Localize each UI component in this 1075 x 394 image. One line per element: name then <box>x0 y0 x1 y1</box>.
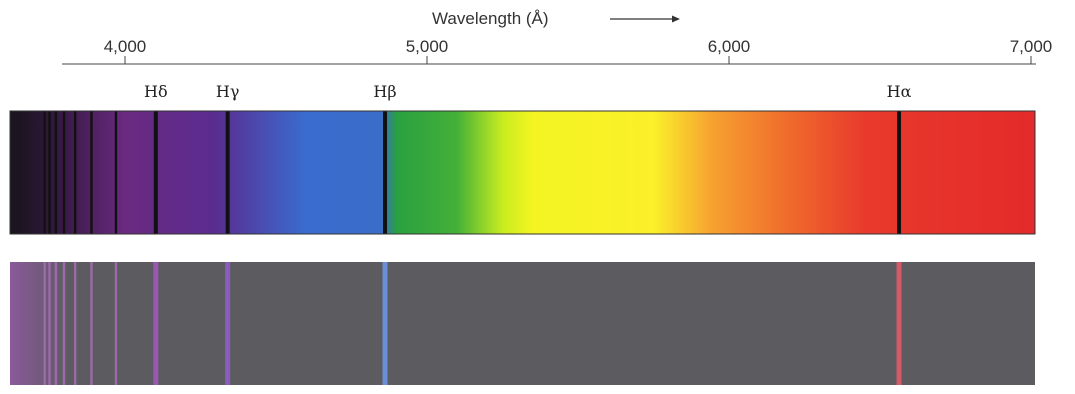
emission-lines <box>43 262 902 385</box>
absorption-line <box>90 111 93 234</box>
balmer-line-label: Hγ <box>216 82 240 101</box>
absorption-band-frame <box>9 110 1036 235</box>
absorption-lines <box>43 111 902 234</box>
absorption-line <box>897 111 902 234</box>
absorption-line <box>73 111 77 234</box>
absorption-line <box>62 111 66 234</box>
absorption-band <box>10 111 1035 234</box>
emission-line <box>48 262 51 385</box>
absorption-line <box>383 111 388 234</box>
tick-label: 5,000 <box>406 37 449 56</box>
emission-line <box>153 262 159 385</box>
emission-line <box>73 262 77 385</box>
axis-ticks: 4,000 5,000 6,000 7,000 <box>104 37 1053 64</box>
absorption-line <box>54 111 58 234</box>
emission-line <box>54 262 58 385</box>
wavelength-axis: Wavelength (Å) 4,000 5,000 6,000 7,000 <box>62 9 1053 65</box>
absorption-line <box>153 111 158 234</box>
emission-line <box>43 262 46 385</box>
tick-label: 7,000 <box>1010 37 1053 56</box>
emission-line <box>382 262 388 385</box>
absorption-line <box>48 111 51 234</box>
balmer-line-label: Hβ <box>373 82 396 101</box>
emission-band <box>10 262 1035 385</box>
absorption-line <box>114 111 118 234</box>
absorption-line <box>225 111 230 234</box>
tick-label: 4,000 <box>104 37 147 56</box>
emission-line <box>62 262 66 385</box>
emission-line <box>114 262 118 385</box>
emission-violet-edge <box>10 262 70 385</box>
emission-line <box>225 262 231 385</box>
axis-title: Wavelength (Å) <box>432 9 549 28</box>
axis-arrow <box>610 15 680 23</box>
absorption-spectrum <box>9 110 1036 235</box>
line-labels: Hα Hβ Hγ Hδ <box>144 82 912 101</box>
balmer-line-label: Hα <box>887 82 912 101</box>
absorption-line <box>43 111 46 234</box>
tick-label: 6,000 <box>708 37 751 56</box>
emission-line <box>90 262 93 385</box>
emission-line <box>896 262 902 385</box>
emission-spectrum <box>10 262 1035 385</box>
balmer-line-label: Hδ <box>144 82 168 101</box>
